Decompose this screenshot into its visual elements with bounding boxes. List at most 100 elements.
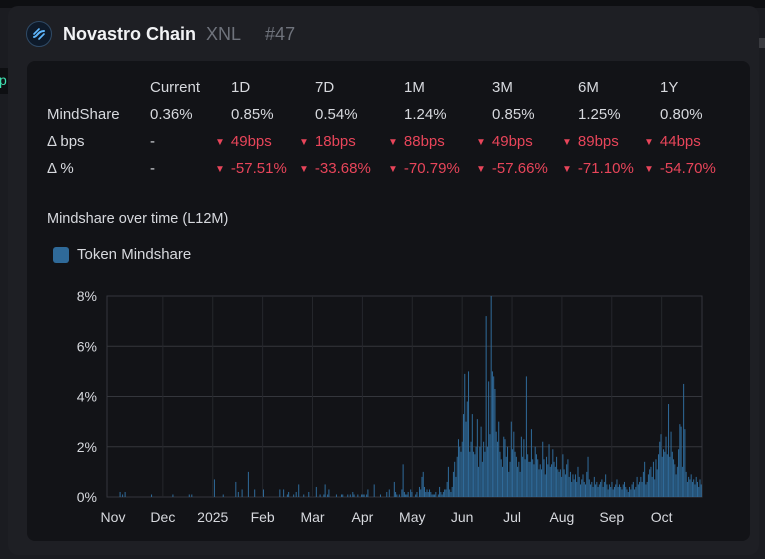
mindshare-bar bbox=[611, 481, 613, 497]
mindshare-bar bbox=[659, 441, 661, 498]
mindshare-bar bbox=[361, 494, 363, 497]
mindshare-bar bbox=[597, 486, 599, 497]
mindshare-bar bbox=[466, 401, 468, 497]
mindshare-bar bbox=[660, 434, 662, 497]
mindshare-bar bbox=[430, 491, 432, 498]
stats-row-label: Δ bps bbox=[47, 133, 85, 150]
mindshare-bar bbox=[585, 484, 587, 497]
mindshare-bar bbox=[695, 476, 697, 497]
mindshare-bar bbox=[547, 464, 549, 497]
mindshare-bar bbox=[478, 466, 480, 497]
mindshare-bar bbox=[352, 491, 354, 498]
y-tick-label: 4% bbox=[77, 389, 97, 405]
mindshare-bar bbox=[684, 429, 686, 497]
mindshare-bar bbox=[641, 481, 643, 497]
mindshare-bar bbox=[470, 441, 472, 498]
stats-row-label: MindShare bbox=[47, 106, 120, 123]
mindshare-bar bbox=[647, 474, 649, 497]
mindshare-bar bbox=[546, 456, 548, 497]
mindshare-bar bbox=[416, 491, 418, 498]
mindshare-bar bbox=[577, 466, 579, 497]
mindshare-bar bbox=[465, 421, 467, 498]
mindshare-bar bbox=[579, 484, 581, 497]
mindshare-bar bbox=[366, 494, 368, 497]
mindshare-bar bbox=[488, 381, 490, 497]
mindshare-bar bbox=[459, 446, 461, 497]
mindshare-bar bbox=[563, 469, 565, 497]
mindshare-bar bbox=[481, 461, 483, 497]
mindshare-bar bbox=[671, 451, 673, 497]
mindshare-bar bbox=[554, 466, 556, 497]
mindshare-bar bbox=[551, 464, 553, 497]
mindshare-bar bbox=[530, 429, 532, 497]
mindshare-bar bbox=[188, 494, 190, 497]
token-name: Novastro Chain bbox=[63, 23, 197, 44]
legend-item-token-mindshare[interactable]: Token Mindshare bbox=[53, 246, 191, 263]
mindshare-bar bbox=[464, 373, 466, 497]
mindshare-bar bbox=[680, 426, 682, 497]
down-triangle-icon: ▼ bbox=[644, 164, 654, 175]
stats-row-label: Δ % bbox=[47, 160, 74, 177]
stats-column-header: 1M bbox=[404, 79, 425, 96]
stats-value: ▼ 44bps bbox=[644, 133, 701, 150]
mindshare-bar bbox=[629, 486, 631, 497]
mindshare-bar bbox=[588, 479, 590, 497]
mindshare-bar bbox=[484, 451, 486, 497]
mindshare-bar bbox=[590, 484, 592, 497]
mindshare-bar bbox=[525, 376, 527, 497]
mindshare-bar bbox=[237, 491, 239, 498]
mindshare-bar bbox=[388, 489, 390, 497]
mindshare-bar bbox=[548, 444, 550, 497]
mindshare-bar bbox=[640, 476, 642, 497]
x-tick-label: Oct bbox=[651, 509, 673, 525]
mindshare-bar bbox=[410, 489, 412, 497]
mindshare-bar bbox=[574, 474, 576, 497]
mindshare-bar bbox=[456, 456, 458, 497]
mindshare-bar bbox=[645, 484, 647, 497]
mindshare-bar bbox=[395, 491, 397, 498]
mindshare-bar bbox=[450, 491, 452, 498]
mindshare-bar bbox=[507, 446, 509, 497]
mindshare-bar bbox=[254, 489, 256, 497]
mindshare-bar bbox=[373, 484, 375, 497]
mindshare-bar bbox=[553, 461, 555, 497]
y-tick-label: 2% bbox=[77, 439, 97, 455]
mindshare-bar bbox=[512, 449, 514, 497]
mindshare-bar bbox=[624, 481, 626, 497]
mindshare-bar bbox=[319, 494, 321, 497]
mindshare-bar bbox=[603, 481, 605, 497]
mindshare-bar bbox=[213, 479, 215, 497]
mindshare-bar bbox=[524, 459, 526, 497]
stats-value: - bbox=[150, 133, 155, 150]
mindshare-bar bbox=[324, 484, 326, 497]
token-tooltip-panel: Novastro Chain XNL #47 Current 1D 7D 1M 3M 6M… bbox=[8, 6, 759, 555]
panel-edge-handle bbox=[757, 38, 765, 48]
down-triangle-icon: ▼ bbox=[562, 164, 572, 175]
mindshare-bar bbox=[669, 456, 671, 497]
chart-title: Mindshare over time (L12M) bbox=[47, 211, 229, 227]
mindshare-bar bbox=[613, 486, 615, 497]
mindshare-bar bbox=[454, 461, 456, 497]
token-rank: #47 bbox=[265, 23, 296, 44]
mindshare-bar bbox=[462, 414, 464, 497]
mindshare-bar bbox=[573, 479, 575, 497]
mindshare-bar bbox=[503, 436, 505, 497]
x-tick-label: Feb bbox=[251, 509, 275, 525]
mindshare-bar bbox=[323, 494, 325, 497]
mindshare-bar bbox=[582, 474, 584, 497]
mindshare-bar bbox=[308, 491, 310, 498]
mindshare-bar bbox=[527, 454, 529, 497]
mindshare-bar bbox=[435, 491, 437, 498]
mindshare-bar-chart: 0% 2% 4% 6% 8% Nov Dec 2025 Feb Mar Apr May Jun Jul Au… bbox=[77, 288, 703, 525]
mindshare-bar bbox=[591, 481, 593, 497]
mindshare-bar bbox=[561, 476, 563, 497]
mindshare-bar bbox=[605, 474, 607, 497]
mindshare-bar bbox=[581, 479, 583, 497]
mindshare-bar bbox=[601, 479, 603, 497]
mindshare-bar bbox=[386, 491, 388, 498]
stats-value: ▼ 88bps bbox=[388, 133, 445, 150]
down-triangle-icon: ▼ bbox=[388, 164, 398, 175]
mindshare-bar bbox=[483, 441, 485, 498]
legend-swatch bbox=[53, 246, 69, 263]
mindshare-bar bbox=[528, 461, 530, 497]
